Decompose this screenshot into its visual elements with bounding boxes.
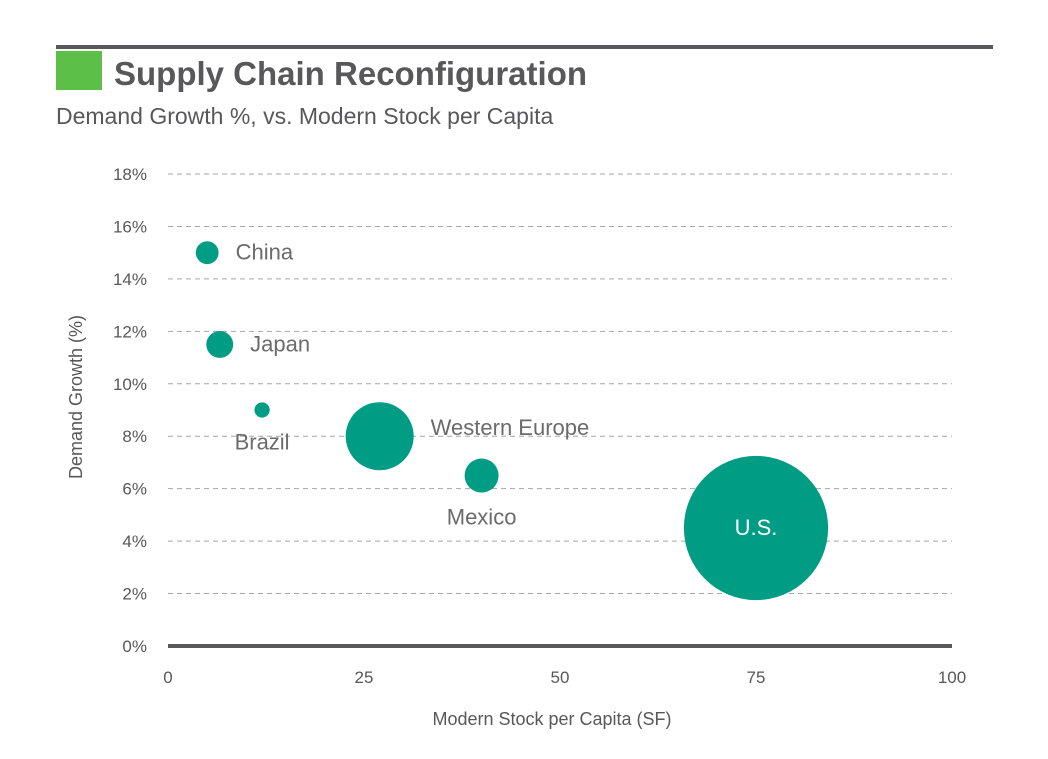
bubble-japan xyxy=(206,331,234,358)
y-tick-label: 12% xyxy=(113,322,147,341)
x-tick-label: 100 xyxy=(938,668,966,687)
bubble-label: Brazil xyxy=(235,430,290,455)
x-tick-label: 25 xyxy=(355,668,374,687)
x-tick-label: 0 xyxy=(163,668,172,687)
y-tick-label: 2% xyxy=(122,585,147,604)
y-tick-label: 4% xyxy=(122,532,147,551)
bubble-u-s xyxy=(683,455,829,601)
top-rule xyxy=(56,45,993,49)
y-tick-label: 6% xyxy=(122,480,147,499)
bubble-brazil xyxy=(254,402,270,418)
y-tick-label: 10% xyxy=(113,375,147,394)
y-axis-ticks: 0% 2% 4% 6% 8% 10% 12% 14% 16% 18% xyxy=(113,165,147,656)
bubbles xyxy=(195,241,829,601)
bubble-china xyxy=(195,241,219,265)
bubble-label: Western Europe xyxy=(431,415,590,440)
x-axis-ticks: 0 25 50 75 100 xyxy=(163,668,966,687)
bubble-mexico xyxy=(464,458,499,493)
chart-subtitle: Demand Growth %, vs. Modern Stock per Ca… xyxy=(56,103,554,129)
y-tick-label: 8% xyxy=(122,427,147,446)
bubble-label: China xyxy=(236,240,294,265)
y-tick-label: 14% xyxy=(113,270,147,289)
bubble-label: U.S. xyxy=(735,515,778,540)
chart-title: Supply Chain Reconfiguration xyxy=(114,55,588,92)
y-tick-label: 16% xyxy=(113,217,147,236)
title-accent-square xyxy=(56,51,102,90)
x-tick-label: 50 xyxy=(551,668,570,687)
y-axis-label: Demand Growth (%) xyxy=(66,315,86,479)
bubble-label: Mexico xyxy=(447,505,517,530)
x-tick-label: 75 xyxy=(747,668,766,687)
bubble-label: Japan xyxy=(250,331,310,356)
bubble-labels: China Japan Brazil Western Europe Mexico U.S. xyxy=(235,240,778,540)
y-tick-label: 18% xyxy=(113,165,147,184)
bubble-western-europe xyxy=(345,402,414,471)
gridlines xyxy=(168,173,952,595)
x-axis-label: Modern Stock per Capita (SF) xyxy=(432,709,671,729)
y-tick-label: 0% xyxy=(122,637,147,656)
